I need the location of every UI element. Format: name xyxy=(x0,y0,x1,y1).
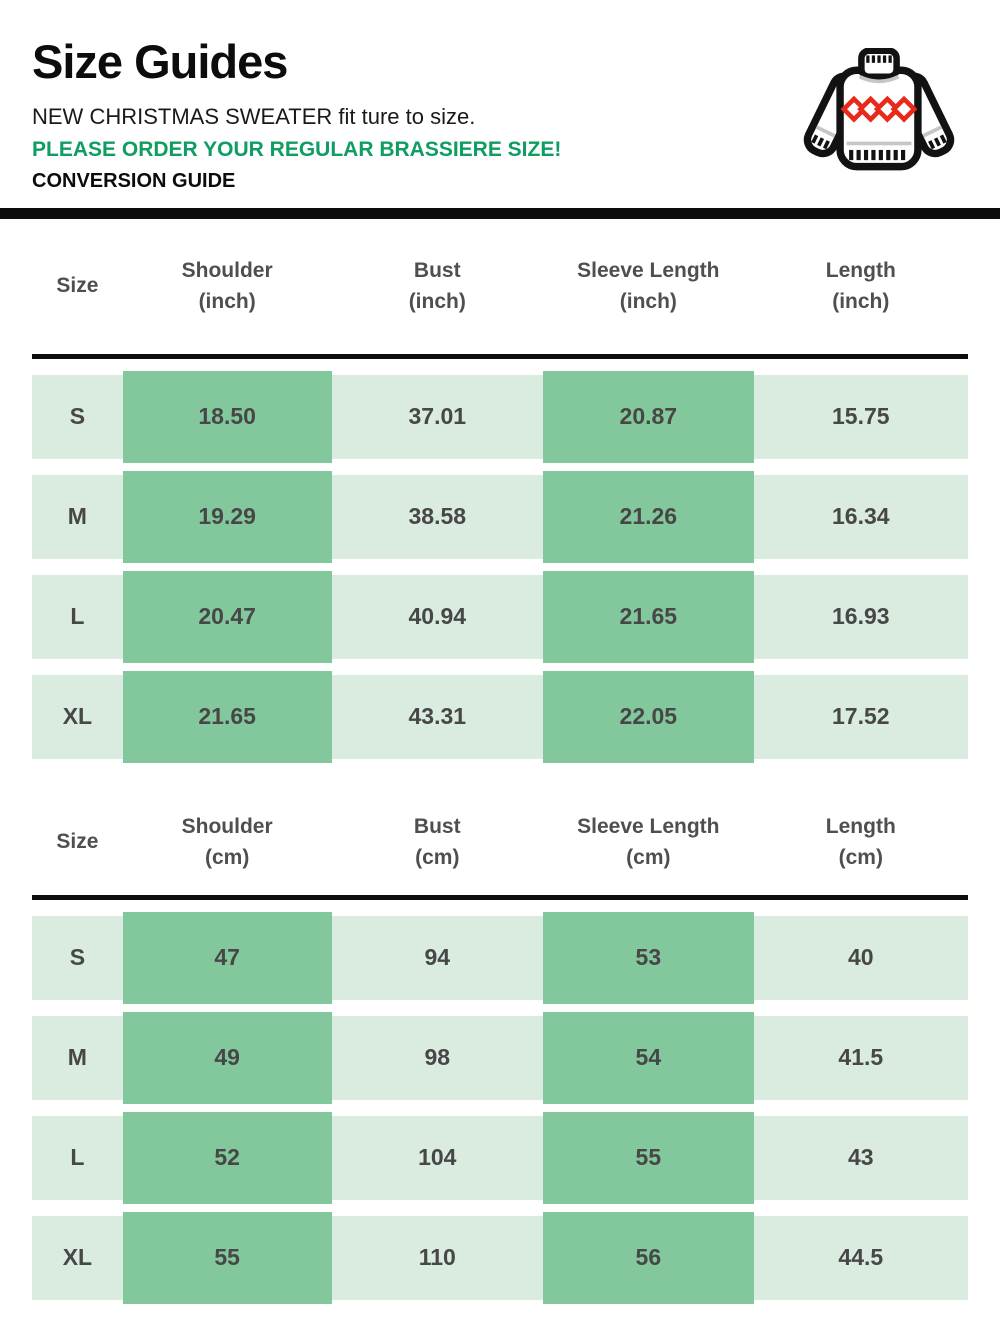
column-label: Bust xyxy=(413,814,461,838)
length-value-cell: 15.75 xyxy=(753,374,968,459)
length-value-cell: 16.34 xyxy=(753,474,968,559)
column-header-shoulder: Shoulder (inch) xyxy=(123,255,332,317)
table-row-s: S 18.50 37.01 20.87 15.75 xyxy=(32,370,968,463)
sleeve-value-cell: 20.87 xyxy=(543,370,754,463)
size-table-inch: Size Shoulder (inch) Bust (inch) Sleeve … xyxy=(32,219,968,763)
column-header-size: Size xyxy=(32,270,123,301)
order-notice: PLEASE ORDER YOUR REGULAR BRASSIERE SIZE… xyxy=(32,137,562,161)
table-row-l: L 52 104 55 43 xyxy=(32,1111,968,1204)
column-label: Length xyxy=(825,814,896,838)
table-divider xyxy=(32,353,968,359)
length-value-cell: 16.93 xyxy=(753,574,968,659)
column-unit: (cm) xyxy=(626,845,671,869)
table-row-xl: XL 21.65 43.31 22.05 17.52 xyxy=(32,670,968,763)
sleeve-value-cell: 54 xyxy=(543,1011,754,1104)
size-cell: XL xyxy=(32,674,123,759)
column-label: Size xyxy=(56,830,99,854)
table-header-inch: Size Shoulder (inch) Bust (inch) Sleeve … xyxy=(32,219,968,354)
shoulder-value-cell: 52 xyxy=(122,1111,332,1204)
column-label: Bust xyxy=(413,258,461,282)
column-header-bust: Bust (inch) xyxy=(332,255,544,317)
column-label: Shoulder xyxy=(181,258,273,282)
diamond-pattern xyxy=(840,95,918,123)
column-unit: (cm) xyxy=(204,845,250,869)
table-row-m: M 49 98 54 41.5 xyxy=(32,1011,968,1104)
shoulder-value-cell: 47 xyxy=(122,911,332,1004)
bust-value-cell: 94 xyxy=(331,915,544,1000)
column-label: Shoulder xyxy=(181,814,273,838)
page-header: Size Guides NEW CHRISTMAS SWEATER fit tu… xyxy=(0,0,1000,194)
column-label: Sleeve Length xyxy=(577,814,720,838)
bust-value-cell: 110 xyxy=(331,1215,544,1300)
size-cell: XL xyxy=(32,1215,123,1300)
column-unit: (cm) xyxy=(415,845,460,869)
column-unit: (inch) xyxy=(832,289,890,313)
sleeve-value-cell: 21.26 xyxy=(543,470,754,563)
page-title: Size Guides xyxy=(32,35,288,88)
shoulder-value-cell: 19.29 xyxy=(122,470,332,563)
table-row-m: M 19.29 38.58 21.26 16.34 xyxy=(32,470,968,563)
column-header-size: Size xyxy=(32,826,123,857)
size-cell: M xyxy=(32,474,123,559)
column-unit: (inch) xyxy=(619,289,677,313)
bust-value-cell: 37.01 xyxy=(331,374,544,459)
sleeve-value-cell: 53 xyxy=(543,911,754,1004)
bust-value-cell: 40.94 xyxy=(331,574,544,659)
bust-value-cell: 104 xyxy=(331,1115,544,1200)
bust-value-cell: 38.58 xyxy=(331,474,544,559)
table-row-s: S 47 94 53 40 xyxy=(32,911,968,1004)
fit-subtitle: NEW CHRISTMAS SWEATER fit ture to size. xyxy=(32,103,476,129)
header-divider-bar xyxy=(0,207,1000,219)
length-value-cell: 17.52 xyxy=(753,674,968,759)
table-row-xl: XL 55 110 56 44.5 xyxy=(32,1211,968,1304)
sleeve-value-cell: 56 xyxy=(543,1211,754,1304)
length-value-cell: 43 xyxy=(753,1115,968,1200)
table-row-l: L 20.47 40.94 21.65 16.93 xyxy=(32,570,968,663)
column-header-length: Length (inch) xyxy=(754,255,968,317)
table-divider xyxy=(32,894,968,900)
column-unit: (inch) xyxy=(408,289,466,313)
column-header-shoulder: Shoulder (cm) xyxy=(123,811,332,873)
sleeve-value-cell: 21.65 xyxy=(543,570,754,663)
size-table-cm: Size Shoulder (cm) Bust (cm) Sleeve Leng… xyxy=(32,759,968,1304)
bust-value-cell: 43.31 xyxy=(331,674,544,759)
table-header-cm: Size Shoulder (cm) Bust (cm) Sleeve Leng… xyxy=(32,759,968,895)
sleeve-value-cell: 22.05 xyxy=(543,670,754,763)
column-label: Size xyxy=(56,274,99,298)
shoulder-value-cell: 18.50 xyxy=(122,370,332,463)
christmas-sweater-icon xyxy=(803,48,955,171)
column-label: Length xyxy=(825,258,896,282)
conversion-guide-label: CONVERSION GUIDE xyxy=(32,169,236,192)
shoulder-value-cell: 55 xyxy=(122,1211,332,1304)
column-unit: (cm) xyxy=(838,845,883,869)
bust-value-cell: 98 xyxy=(331,1015,544,1100)
shoulder-value-cell: 49 xyxy=(122,1011,332,1104)
size-cell: M xyxy=(32,1015,123,1100)
length-value-cell: 40 xyxy=(753,915,968,1000)
size-cell: L xyxy=(32,574,123,659)
column-label: Sleeve Length xyxy=(577,258,720,282)
shoulder-value-cell: 20.47 xyxy=(122,570,332,663)
size-cell: L xyxy=(32,1115,123,1200)
length-value-cell: 44.5 xyxy=(753,1215,968,1300)
size-cell: S xyxy=(32,374,123,459)
column-header-sleeve-length: Sleeve Length (cm) xyxy=(543,811,754,873)
size-cell: S xyxy=(32,915,123,1000)
column-header-bust: Bust (cm) xyxy=(332,811,544,873)
column-header-sleeve-length: Sleeve Length (inch) xyxy=(543,255,754,317)
column-unit: (inch) xyxy=(198,289,256,313)
sleeve-value-cell: 55 xyxy=(543,1111,754,1204)
length-value-cell: 41.5 xyxy=(753,1015,968,1100)
shoulder-value-cell: 21.65 xyxy=(122,670,332,763)
column-header-length: Length (cm) xyxy=(754,811,968,873)
